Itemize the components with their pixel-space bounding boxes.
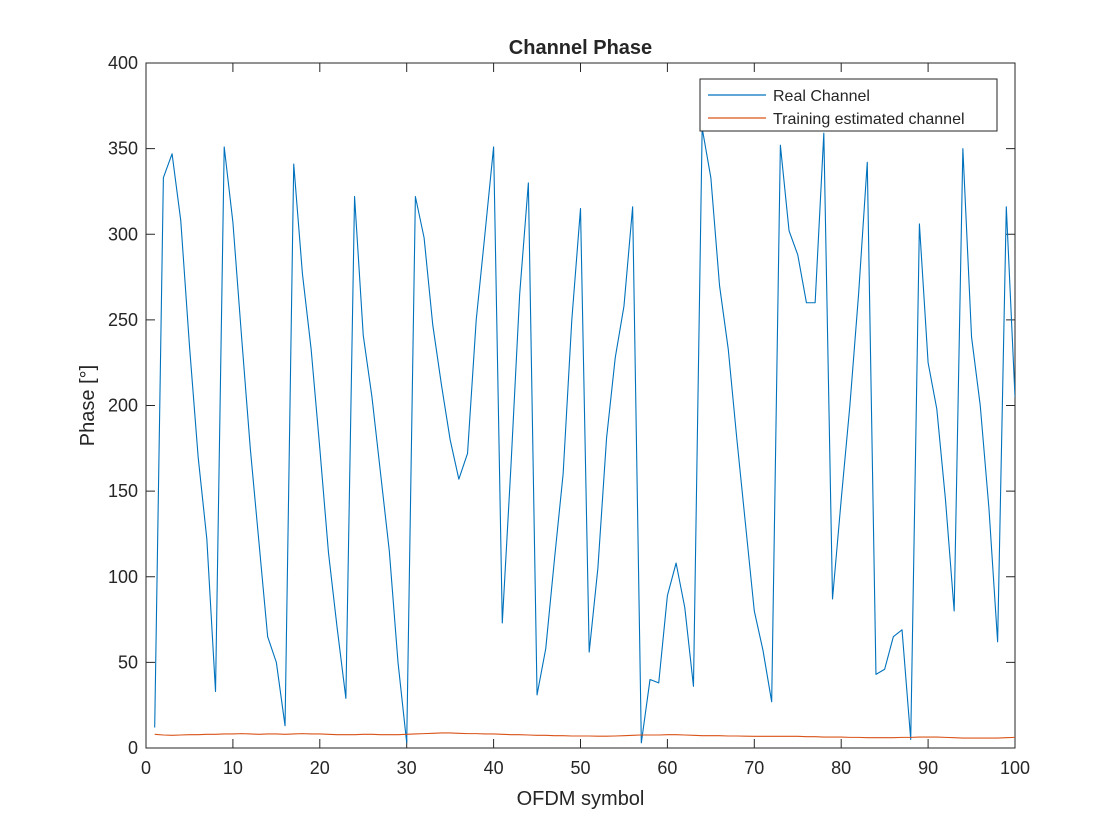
x-tick-label: 90 — [918, 758, 938, 778]
x-tick-label: 10 — [223, 758, 243, 778]
y-tick-label: 350 — [108, 139, 138, 159]
x-tick-label: 40 — [484, 758, 504, 778]
plot-area: 0 10 20 30 40 50 60 70 80 90 100 0 50 100 150 200 250 300… — [108, 53, 1030, 778]
y-axis-label: Phase [°] — [77, 365, 99, 446]
x-tick-label: 0 — [141, 758, 151, 778]
y-tick-label: 150 — [108, 481, 138, 501]
series-line-training-estimated-channel — [154, 732, 1015, 739]
x-tick-label: 70 — [744, 758, 764, 778]
y-tick-label: 300 — [108, 224, 138, 244]
x-tick-label: 20 — [310, 758, 330, 778]
legend-label-real-channel: Real Channel — [773, 88, 870, 105]
y-tick-label: 400 — [108, 53, 138, 73]
x-tick-label: 100 — [1000, 758, 1030, 778]
chart-title: Channel Phase — [509, 37, 652, 59]
x-tick-label: 50 — [570, 758, 590, 778]
y-tick-label: 250 — [108, 310, 138, 330]
x-tick-label: 80 — [831, 758, 851, 778]
legend-box — [699, 78, 998, 132]
x-tick-label: 60 — [657, 758, 677, 778]
x-tick-label: 30 — [397, 758, 417, 778]
y-tick-label: 0 — [128, 738, 138, 758]
y-tick-label: 50 — [118, 652, 138, 672]
y-tick-label: 200 — [108, 396, 138, 416]
legend-label-training-estimated-channel: Training estimated channel — [773, 111, 965, 128]
x-axis-label: OFDM symbol — [517, 788, 645, 810]
series-line-real-channel — [154, 127, 1015, 744]
y-tick-label: 100 — [108, 567, 138, 587]
